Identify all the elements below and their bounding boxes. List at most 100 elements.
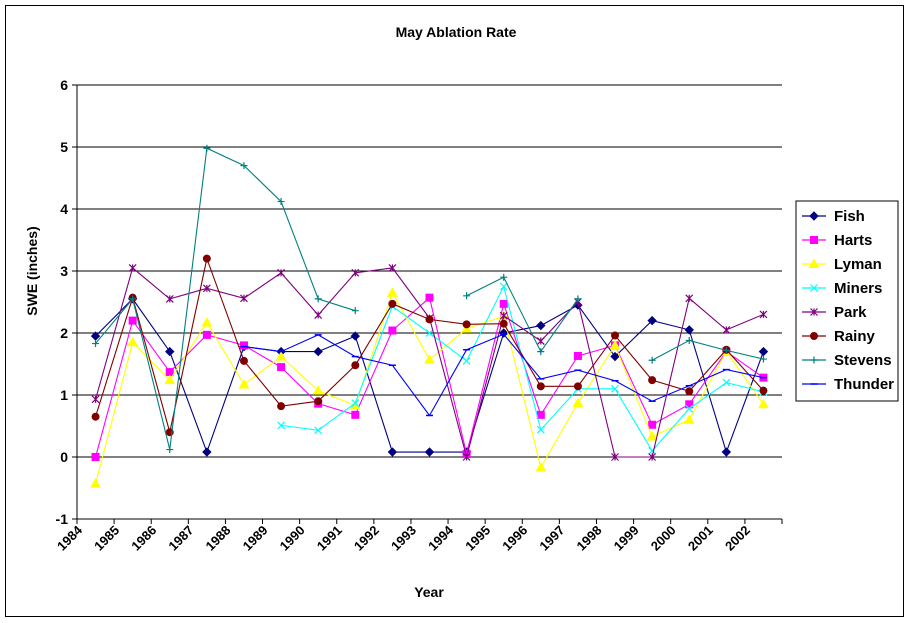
marker-stroke	[574, 295, 582, 303]
data-point-park	[91, 395, 100, 404]
marker-stroke	[128, 263, 137, 272]
marker-stroke	[722, 325, 731, 334]
x-tick-label: 1993	[388, 523, 419, 554]
legend-marker-harts	[810, 236, 818, 244]
x-tick-label: 1991	[314, 523, 345, 554]
data-point-lyman	[238, 378, 250, 389]
data-point-rainy	[648, 376, 657, 385]
x-tick-label: 1988	[202, 523, 233, 554]
data-point-lyman	[758, 398, 769, 409]
marker-stroke	[425, 329, 434, 337]
y-tick-label: -1	[56, 511, 69, 527]
data-point-stevens	[500, 273, 508, 281]
data-point-rainy	[499, 319, 508, 328]
x-tick-label: 1994	[425, 522, 457, 554]
marker-stroke	[462, 453, 471, 461]
x-tick-label: 2001	[685, 523, 716, 554]
data-point-park	[722, 325, 731, 334]
x-tick-label: 1996	[499, 523, 530, 554]
data-point-rainy	[611, 331, 620, 340]
series-miners	[277, 282, 768, 455]
data-point-rainy	[536, 382, 545, 391]
marker-stroke	[351, 399, 360, 407]
data-point-stevens	[759, 355, 767, 363]
marker-stroke	[351, 268, 360, 277]
data-point-rainy	[462, 320, 471, 329]
y-tick-label: 1	[60, 387, 68, 403]
marker-stroke	[388, 263, 397, 272]
legend-label-fish: Fish	[834, 208, 865, 225]
x-tick-label: 1998	[574, 523, 605, 554]
legend-marker-rainy	[810, 332, 818, 340]
marker-stroke	[536, 337, 545, 345]
legend-label-rainy: Rainy	[834, 328, 876, 345]
series-stevens	[92, 144, 767, 454]
x-tick-label: 1999	[611, 523, 642, 554]
data-point-stevens	[92, 340, 100, 348]
data-point-lyman	[90, 478, 101, 488]
data-point-harts	[165, 368, 174, 377]
data-point-park	[240, 294, 248, 303]
data-point-park	[165, 294, 174, 303]
legend: Fish Harts Lyman Miners Park Rainy Stevens Thun…	[795, 200, 899, 402]
marker-stroke	[810, 356, 818, 364]
data-point-stevens	[463, 292, 471, 300]
marker-stroke	[92, 340, 100, 348]
marker-stroke	[611, 453, 619, 461]
marker-stroke	[722, 346, 730, 354]
data-point-rainy	[425, 315, 434, 324]
marker-stroke	[202, 284, 211, 293]
marker-stroke	[314, 295, 322, 303]
marker-stroke	[810, 284, 818, 292]
data-point-rainy	[573, 382, 582, 391]
marker-stroke	[759, 355, 767, 363]
marker-stroke	[277, 421, 286, 430]
data-point-rainy	[202, 254, 211, 263]
legend-item-harts: Harts	[802, 232, 872, 249]
legend-label-thunder: Thunder	[834, 376, 894, 393]
data-point-harts	[536, 410, 545, 419]
data-point-lyman	[127, 336, 139, 347]
marker-stroke	[166, 446, 174, 454]
x-axis-title: Year	[414, 584, 444, 600]
marker-stroke	[240, 162, 248, 170]
marker-stroke	[240, 294, 248, 303]
x-tick-label: 1997	[536, 523, 567, 554]
data-point-lyman	[609, 339, 621, 350]
legend-item-fish: Fish	[802, 208, 865, 225]
marker-stroke	[499, 282, 508, 291]
marker-stroke	[536, 425, 545, 434]
marker-stroke	[314, 426, 323, 435]
data-point-park	[499, 311, 508, 320]
data-point-park	[277, 268, 286, 277]
data-point-stevens	[722, 346, 730, 354]
data-point-stevens	[129, 295, 137, 303]
data-point-stevens	[574, 295, 582, 303]
x-tick-label: 1989	[240, 523, 271, 554]
data-point-park	[759, 310, 768, 319]
marker-stroke	[499, 311, 508, 320]
data-point-fish	[647, 315, 657, 326]
data-point-miners	[351, 399, 360, 407]
series-line-stevens	[95, 147, 356, 450]
data-point-park	[611, 453, 619, 461]
data-point-rainy	[91, 412, 100, 421]
series-thunder	[240, 333, 767, 417]
legend-item-park: Park	[802, 304, 867, 321]
data-point-lyman	[387, 287, 398, 297]
data-point-harts	[425, 293, 434, 302]
data-point-harts	[573, 351, 582, 360]
data-point-park	[202, 284, 211, 293]
data-point-fish	[313, 346, 323, 357]
marker-stroke	[351, 307, 359, 315]
series-line-stevens	[651, 339, 764, 361]
x-tick-label: 2000	[648, 523, 679, 554]
data-point-harts	[648, 420, 657, 429]
data-point-park	[351, 268, 360, 277]
marker-stroke	[203, 144, 211, 152]
data-point-lyman	[646, 431, 658, 441]
y-tick-label: 0	[60, 449, 68, 465]
data-point-fish	[350, 331, 360, 341]
marker-stroke	[648, 356, 656, 364]
data-point-miners	[685, 404, 694, 413]
